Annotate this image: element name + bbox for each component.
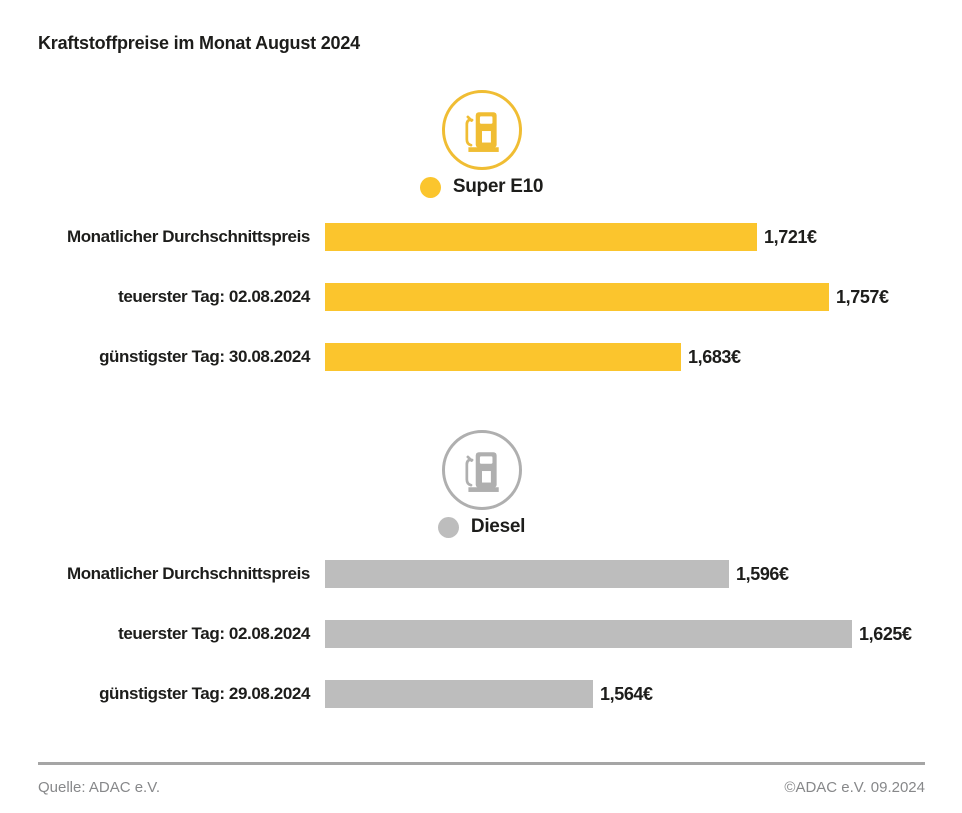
super-e10-bar-row-2: günstigster Tag: 30.08.2024 1,683€ xyxy=(38,343,925,371)
legend-label: Diesel xyxy=(470,516,526,537)
super-e10-bar-row-1: teuerster Tag: 02.08.2024 1,757€ xyxy=(38,283,925,311)
footer: Quelle: ADAC e.V. ©ADAC e.V. 09.2024 xyxy=(38,762,925,796)
price-bar xyxy=(325,223,757,251)
diesel-pump-circle xyxy=(441,430,522,510)
fuel-section-super-e10: Super E10 Monatlicher Durchschnittspreis 1… xyxy=(38,90,925,371)
price-bar xyxy=(325,283,829,311)
copyright-notice: ©ADAC e.V. 09.2024 xyxy=(784,779,925,796)
super-e10-bar-row-0: Monatlicher Durchschnittspreis 1,721€ xyxy=(38,223,925,251)
footer-divider xyxy=(38,762,925,765)
bar-label: Monatlicher Durchschnittspreis xyxy=(66,227,310,246)
price-bar xyxy=(325,343,681,371)
page-title: Kraftstoffpreise im Monat August 2024 xyxy=(38,33,360,53)
diesel-bar-row-2: günstigster Tag: 29.08.2024 1,564€ xyxy=(38,680,925,708)
diesel-legend: Diesel xyxy=(38,516,925,538)
bar-label: teuerster Tag: 02.08.2024 xyxy=(118,287,310,306)
price-bar xyxy=(325,560,729,588)
bar-value: 1,564€ xyxy=(600,683,653,704)
diesel-bar-rows: Monatlicher Durchschnittspreis 1,596€ teue… xyxy=(38,560,925,708)
bar-label: günstigster Tag: 29.08.2024 xyxy=(99,684,310,703)
source-credit: Quelle: ADAC e.V. xyxy=(38,779,161,796)
bar-value: 1,721€ xyxy=(764,226,817,247)
bar-value: 1,625€ xyxy=(859,623,912,644)
bar-label: teuerster Tag: 02.08.2024 xyxy=(118,624,310,643)
super-e10-bar-rows: Monatlicher Durchschnittspreis 1,721€ teue… xyxy=(38,223,925,371)
legend-label: Super E10 xyxy=(452,176,544,197)
super-e10-pump-circle xyxy=(441,90,522,170)
fuel-section-diesel: Diesel Monatlicher Durchschnittspreis 1,59… xyxy=(38,430,925,708)
fuel-pump-icon xyxy=(464,112,499,152)
chart-sections: Super E10 Monatlicher Durchschnittspreis 1… xyxy=(38,90,925,708)
footer-texts: Quelle: ADAC e.V. ©ADAC e.V. 09.2024 xyxy=(38,779,925,796)
fuel-pump-icon xyxy=(464,452,499,492)
bar-value: 1,683€ xyxy=(688,346,741,367)
bar-label: günstigster Tag: 30.08.2024 xyxy=(99,347,310,366)
bar-label: Monatlicher Durchschnittspreis xyxy=(66,564,310,583)
legend-dot-icon xyxy=(419,176,441,198)
super-e10-legend: Super E10 xyxy=(38,176,925,198)
bar-value: 1,757€ xyxy=(836,286,889,307)
legend-dot-icon xyxy=(437,516,459,538)
bar-value: 1,596€ xyxy=(736,563,789,584)
price-bar xyxy=(325,620,852,648)
diesel-bar-row-1: teuerster Tag: 02.08.2024 1,625€ xyxy=(38,620,925,648)
diesel-bar-row-0: Monatlicher Durchschnittspreis 1,596€ xyxy=(38,560,925,588)
price-bar xyxy=(325,680,593,708)
